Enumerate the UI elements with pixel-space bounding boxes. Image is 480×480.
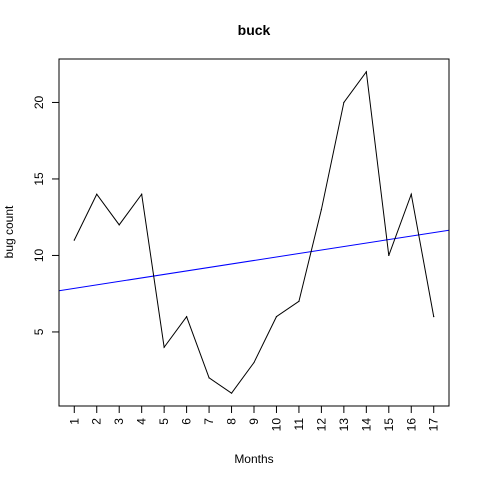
trend-line: [59, 229, 449, 292]
data-point: [230, 392, 233, 394]
x-tick-label: 5: [157, 418, 171, 425]
data-point: [433, 316, 435, 318]
x-tick-label: 7: [202, 418, 216, 425]
y-axis-label: bug count: [2, 205, 16, 258]
data-point: [186, 316, 188, 318]
data-point: [388, 254, 390, 257]
x-tick-label: 16: [404, 418, 418, 432]
x-tick-label: 12: [314, 418, 328, 432]
x-tick-label: 17: [427, 418, 441, 432]
data-point: [73, 239, 75, 241]
plot-area: [59, 70, 449, 394]
data-point: [253, 361, 255, 364]
x-tick-label: 6: [180, 418, 194, 425]
chart-title: buck: [238, 22, 271, 38]
data-point: [141, 193, 143, 195]
plot-frame: [58, 58, 450, 407]
x-tick-label: 10: [269, 418, 283, 432]
data-point: [208, 377, 210, 379]
x-tick-label: 1: [67, 418, 81, 425]
x-tick-label: 15: [382, 418, 396, 432]
x-tick-label: 11: [292, 418, 306, 431]
data-point: [118, 224, 120, 226]
data-point: [343, 101, 345, 104]
data-point: [298, 300, 300, 302]
data-point: [275, 316, 278, 318]
x-axis-label: Months: [234, 452, 273, 466]
y-tick-label: 5: [32, 328, 46, 335]
y-axis: 5 10 15 20: [32, 95, 60, 335]
x-tick-label: 2: [90, 418, 104, 425]
y-tick-label: 10: [32, 248, 46, 262]
data-point: [410, 193, 412, 195]
x-tick-label: 3: [112, 418, 126, 425]
data-point: [96, 193, 98, 195]
x-tick-label: 14: [359, 418, 373, 432]
x-tick-label: 4: [135, 418, 149, 425]
data-point: [163, 346, 165, 348]
x-tick-label: 13: [337, 418, 351, 432]
series-line: [73, 70, 435, 394]
y-tick-label: 15: [32, 172, 46, 186]
x-tick-label: 9: [247, 418, 261, 425]
y-tick-label: 20: [32, 95, 46, 109]
x-tick-label: 8: [225, 418, 239, 425]
x-axis: 1 2 3 4 5 6 7 8 9 10 11 12 13 14 15 16 17: [67, 405, 441, 432]
data-point: [320, 208, 322, 211]
data-point: [365, 71, 367, 73]
